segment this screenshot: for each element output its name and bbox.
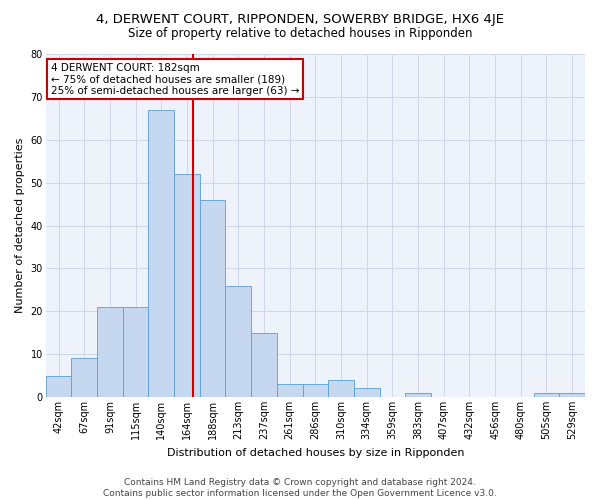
Bar [328, 380, 354, 397]
Text: 4 DERWENT COURT: 182sqm
← 75% of detached houses are smaller (189)
25% of semi-d: 4 DERWENT COURT: 182sqm ← 75% of detache… [51, 62, 299, 96]
Bar [533, 392, 559, 397]
Bar [46, 376, 71, 397]
Bar [277, 384, 302, 397]
Text: 4, DERWENT COURT, RIPPONDEN, SOWERBY BRIDGE, HX6 4JE: 4, DERWENT COURT, RIPPONDEN, SOWERBY BRI… [96, 12, 504, 26]
Bar [302, 384, 328, 397]
Bar [174, 174, 200, 397]
Bar [405, 392, 431, 397]
Bar [354, 388, 380, 397]
Y-axis label: Number of detached properties: Number of detached properties [15, 138, 25, 313]
X-axis label: Distribution of detached houses by size in Ripponden: Distribution of detached houses by size … [167, 448, 464, 458]
Text: Size of property relative to detached houses in Ripponden: Size of property relative to detached ho… [128, 28, 472, 40]
Bar [123, 307, 148, 397]
Text: Contains HM Land Registry data © Crown copyright and database right 2024.
Contai: Contains HM Land Registry data © Crown c… [103, 478, 497, 498]
Bar [251, 332, 277, 397]
Bar [97, 307, 123, 397]
Bar [71, 358, 97, 397]
Bar [148, 110, 174, 397]
Bar [200, 200, 226, 397]
Bar [559, 392, 585, 397]
Bar [226, 286, 251, 397]
